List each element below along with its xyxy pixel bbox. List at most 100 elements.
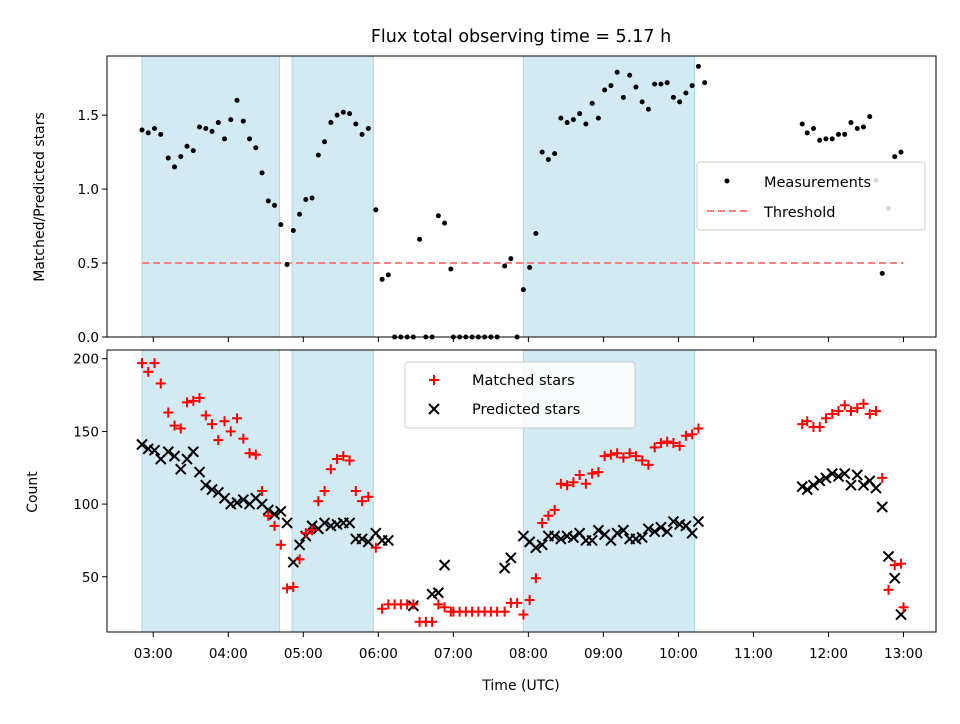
predicted-star-point xyxy=(432,587,445,599)
measurement-point xyxy=(284,262,290,268)
matched-star-point xyxy=(797,419,808,430)
matched-star-point xyxy=(655,438,666,449)
matched-star-point xyxy=(344,455,355,466)
matched-star-point xyxy=(149,358,160,369)
measurement-point xyxy=(508,256,514,262)
bot-shaded-interval-1 xyxy=(291,349,374,633)
top-x-ticks xyxy=(152,337,904,342)
matched-star-point xyxy=(370,542,381,553)
predicted-star-point xyxy=(530,541,542,554)
measurement-point xyxy=(209,128,215,134)
measurement-point xyxy=(385,272,391,278)
matched-star-point xyxy=(257,486,268,496)
matched-star-point xyxy=(649,442,660,453)
predicted-star-points xyxy=(136,438,907,621)
matched-star-point xyxy=(864,408,875,419)
measurement-points xyxy=(139,63,904,340)
measurement-point xyxy=(253,145,259,151)
x-tick-label: 07:00 xyxy=(434,646,473,662)
measurement-point xyxy=(347,111,353,117)
matched-star-point xyxy=(169,420,180,431)
legend-matched-label: Matched stars xyxy=(472,373,575,389)
predicted-star-point xyxy=(807,479,820,491)
matched-star-point xyxy=(499,606,510,617)
predicted-star-point xyxy=(617,524,630,536)
predicted-star-point xyxy=(567,531,580,544)
measurement-point xyxy=(595,115,601,121)
x-tick-label: 04:00 xyxy=(209,646,248,662)
predicted-star-point xyxy=(343,517,356,529)
predicted-star-point xyxy=(175,463,187,475)
measurement-point xyxy=(178,154,184,160)
measurement-point xyxy=(328,120,334,126)
predicted-star-point xyxy=(237,494,249,506)
matched-star-point xyxy=(637,455,648,466)
measurement-point xyxy=(670,94,676,100)
predicted-star-point xyxy=(592,524,605,536)
matched-star-point xyxy=(574,470,585,481)
predicted-star-point xyxy=(692,515,705,528)
matched-star-point xyxy=(877,472,888,483)
measurement-point xyxy=(842,131,848,137)
measurement-point xyxy=(620,94,626,100)
top-shaded-interval-1 xyxy=(291,55,374,338)
matched-star-point xyxy=(427,616,438,627)
predicted-star-point xyxy=(555,533,567,545)
measurement-point xyxy=(278,222,284,228)
matched-star-point xyxy=(225,426,236,437)
measurement-point xyxy=(334,112,340,118)
measurement-point xyxy=(145,130,151,136)
measurement-point xyxy=(867,114,873,120)
measurement-point xyxy=(158,131,164,137)
matched-star-point xyxy=(802,416,813,427)
measurement-point xyxy=(823,136,829,142)
measurement-point xyxy=(315,152,321,158)
measurement-point xyxy=(365,125,371,131)
x-tick-label: 11:00 xyxy=(734,646,773,662)
predicted-star-point xyxy=(281,517,293,529)
matched-star-point xyxy=(244,448,255,459)
matched-star-point xyxy=(643,459,654,470)
measurement-point xyxy=(228,117,234,123)
measurement-point xyxy=(309,195,315,201)
matched-star-point xyxy=(814,422,825,433)
predicted-star-point xyxy=(832,470,845,483)
matched-star-point xyxy=(143,366,154,377)
predicted-star-point xyxy=(162,446,174,458)
predicted-star-point xyxy=(498,562,511,574)
predicted-star-point xyxy=(826,467,838,480)
matched-star-point xyxy=(518,609,529,620)
matched-star-point xyxy=(350,486,361,496)
top-y-tick-label: 0.5 xyxy=(78,256,99,272)
x-tick-label: 09:00 xyxy=(584,646,623,662)
matched-star-point xyxy=(155,378,166,389)
predicted-star-point xyxy=(168,450,181,462)
legend-predicted-label: Predicted stars xyxy=(472,402,580,418)
matched-star-point xyxy=(870,406,881,417)
predicted-star-point xyxy=(611,527,623,539)
measurement-point xyxy=(848,120,854,126)
legend-matched-marker xyxy=(429,375,439,385)
measurement-point xyxy=(139,127,145,133)
predicted-star-point xyxy=(801,483,813,496)
matched-star-point xyxy=(524,595,535,606)
measurement-point xyxy=(658,81,664,87)
matched-star-point xyxy=(377,603,388,614)
matched-star-point xyxy=(858,398,869,409)
measurement-point xyxy=(810,125,816,131)
measurement-point xyxy=(570,117,576,123)
bottom-legend: Matched stars Predicted stars xyxy=(404,361,636,429)
measurement-point xyxy=(442,220,448,226)
top-y-tick-label: 0.0 xyxy=(78,330,99,346)
measurement-point xyxy=(222,136,228,142)
bot-y-tick-label: 100 xyxy=(73,497,99,513)
predicted-star-point xyxy=(536,539,548,551)
predicted-star-point xyxy=(382,534,395,547)
predicted-star-point xyxy=(889,572,901,584)
legend-predicted-marker xyxy=(428,403,440,415)
bottom-x-ticks: 03:00 04:00 05:00 06:00 07:00 08:00 09:00 10:00… xyxy=(134,632,923,662)
measurement-point xyxy=(817,137,823,143)
top-legend-box xyxy=(696,161,926,231)
predicted-star-point xyxy=(206,483,218,496)
